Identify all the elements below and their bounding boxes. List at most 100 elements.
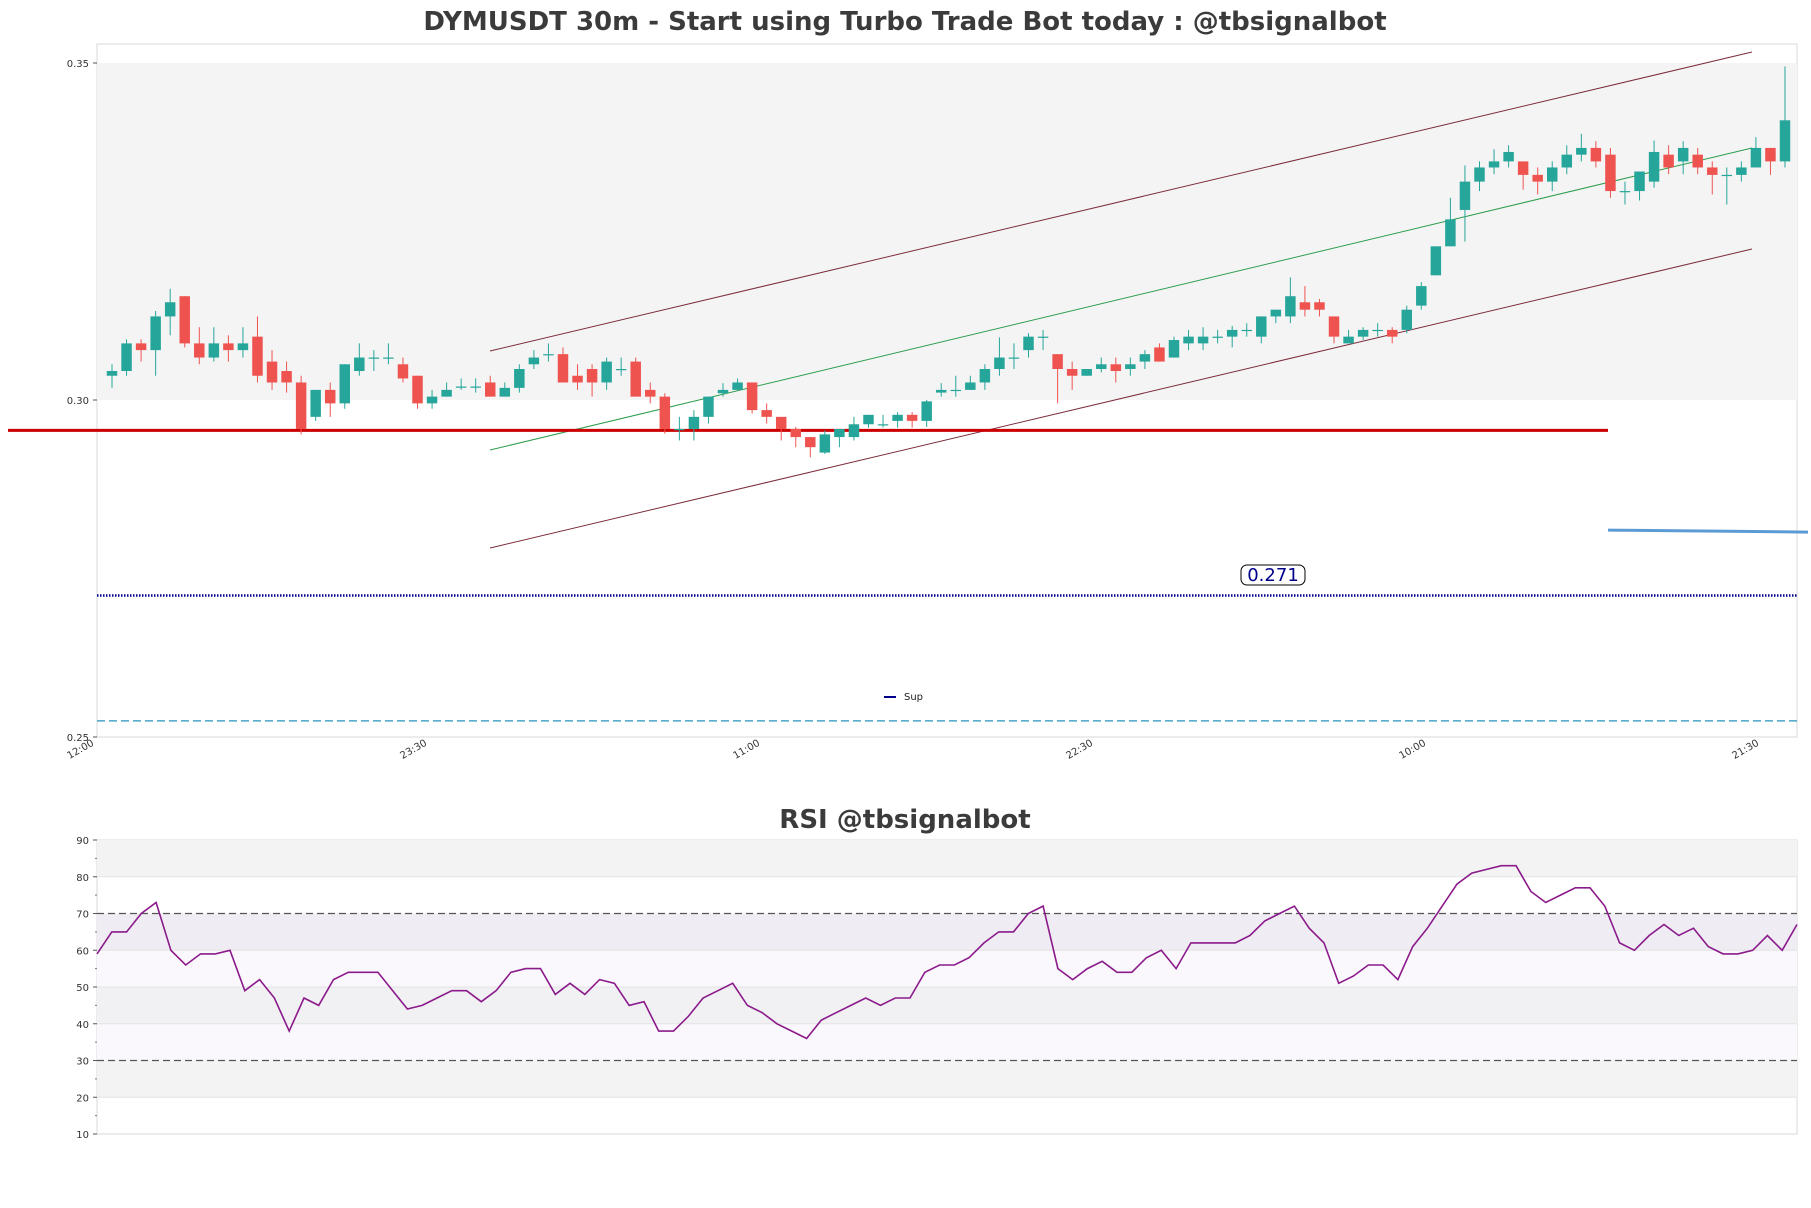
candle-body bbox=[1765, 147, 1776, 162]
candle bbox=[1386, 327, 1398, 344]
main-x-tick-label: 11:00 bbox=[732, 738, 762, 762]
candle bbox=[1197, 327, 1209, 351]
candle bbox=[368, 350, 380, 372]
candle bbox=[790, 426, 801, 448]
candle bbox=[688, 410, 700, 441]
main-y-ticks: 0.35 0.30 0.25 bbox=[67, 59, 97, 744]
candle bbox=[1707, 161, 1718, 195]
candle-body bbox=[790, 428, 801, 438]
candle-body bbox=[688, 416, 700, 429]
candle-body bbox=[1372, 329, 1383, 332]
candle bbox=[965, 375, 976, 390]
horizontal-levels bbox=[8, 428, 1809, 722]
candle bbox=[339, 364, 351, 409]
rsi-y-tick-label: 30 bbox=[76, 1057, 89, 1068]
candle bbox=[179, 296, 190, 348]
candle bbox=[819, 430, 831, 454]
candle-body bbox=[1285, 296, 1296, 317]
main-shaded-band bbox=[97, 63, 1797, 400]
main-y-tick-label: 0.25 bbox=[67, 733, 89, 744]
candle bbox=[1226, 325, 1238, 348]
candle-body bbox=[994, 357, 1005, 369]
candle bbox=[1066, 361, 1078, 390]
candle-body bbox=[1503, 151, 1514, 162]
candle-body bbox=[150, 316, 161, 351]
candle bbox=[1619, 181, 1631, 205]
candle bbox=[1270, 309, 1282, 324]
candle bbox=[557, 347, 569, 383]
candle bbox=[1750, 137, 1762, 168]
candle bbox=[615, 357, 627, 376]
candle-body bbox=[310, 389, 321, 417]
candle bbox=[135, 339, 147, 362]
candle bbox=[1037, 329, 1049, 351]
candle bbox=[703, 396, 714, 424]
candle-body bbox=[1692, 154, 1703, 168]
candle bbox=[1168, 336, 1180, 358]
candle-body bbox=[1081, 368, 1092, 376]
candle-body bbox=[1052, 354, 1063, 369]
regression-channel bbox=[489, 51, 1753, 549]
candle bbox=[1328, 316, 1340, 344]
candle-body bbox=[368, 357, 380, 359]
candle bbox=[1677, 141, 1689, 175]
candle-body bbox=[281, 371, 292, 383]
candle bbox=[354, 343, 365, 376]
candle-body bbox=[1517, 161, 1529, 175]
candle-body bbox=[397, 364, 409, 379]
level-line bbox=[1607, 528, 1809, 534]
candle-body bbox=[1721, 174, 1733, 177]
candle-body bbox=[528, 357, 540, 365]
rsi-y-tick-label: 10 bbox=[76, 1130, 89, 1141]
candle bbox=[164, 288, 176, 336]
main-x-tick-label: 21:30 bbox=[1731, 738, 1761, 762]
level-label-box: 0.271 bbox=[1240, 564, 1306, 586]
main-x-tick-label: 22:30 bbox=[1065, 738, 1095, 762]
candle-body bbox=[717, 389, 729, 394]
candle-body bbox=[1212, 336, 1223, 338]
main-x-tick-label: 23:30 bbox=[399, 738, 429, 762]
candle bbox=[659, 393, 671, 434]
rsi-y-tick-label: 70 bbox=[76, 910, 89, 921]
candle-body bbox=[324, 389, 336, 404]
candle bbox=[863, 414, 874, 428]
candle bbox=[1517, 161, 1529, 190]
candle-body bbox=[732, 382, 743, 390]
candle bbox=[383, 343, 394, 365]
candle bbox=[1663, 145, 1674, 175]
candle-body bbox=[1634, 171, 1645, 192]
candle-body bbox=[1707, 167, 1718, 175]
candle bbox=[1736, 161, 1747, 182]
candle-body bbox=[1125, 364, 1136, 369]
candle-body bbox=[1619, 191, 1631, 193]
candle-body bbox=[615, 368, 627, 371]
candle bbox=[1008, 343, 1020, 369]
rsi-y-tick-label: 50 bbox=[76, 983, 89, 994]
candle-body bbox=[1416, 286, 1427, 306]
candle bbox=[1212, 329, 1223, 344]
candle bbox=[1314, 298, 1325, 317]
candle-body bbox=[761, 410, 772, 417]
candle bbox=[877, 414, 889, 428]
candle-body bbox=[1736, 167, 1747, 175]
candle-body bbox=[921, 401, 932, 421]
candle-body bbox=[659, 396, 671, 429]
main-x-ticks: 12:00 23:30 11:00 22:30 10:00 21:30 bbox=[66, 738, 1761, 762]
candle bbox=[994, 337, 1005, 376]
candle bbox=[1474, 161, 1485, 192]
candle bbox=[266, 350, 278, 390]
candle bbox=[1372, 323, 1383, 337]
candle bbox=[950, 375, 962, 397]
candle bbox=[1285, 277, 1296, 324]
level-label: 0.271 bbox=[1247, 565, 1299, 586]
legend-sup-label: Sup bbox=[904, 692, 923, 703]
candle bbox=[1401, 305, 1412, 334]
candle-body bbox=[1590, 147, 1602, 162]
candle bbox=[324, 382, 336, 417]
candle-body bbox=[1226, 329, 1238, 337]
candle-body bbox=[1474, 167, 1485, 182]
candle-body bbox=[455, 386, 467, 388]
candle-body bbox=[295, 382, 307, 429]
candle-body bbox=[1663, 154, 1674, 168]
candle-body bbox=[645, 389, 656, 397]
